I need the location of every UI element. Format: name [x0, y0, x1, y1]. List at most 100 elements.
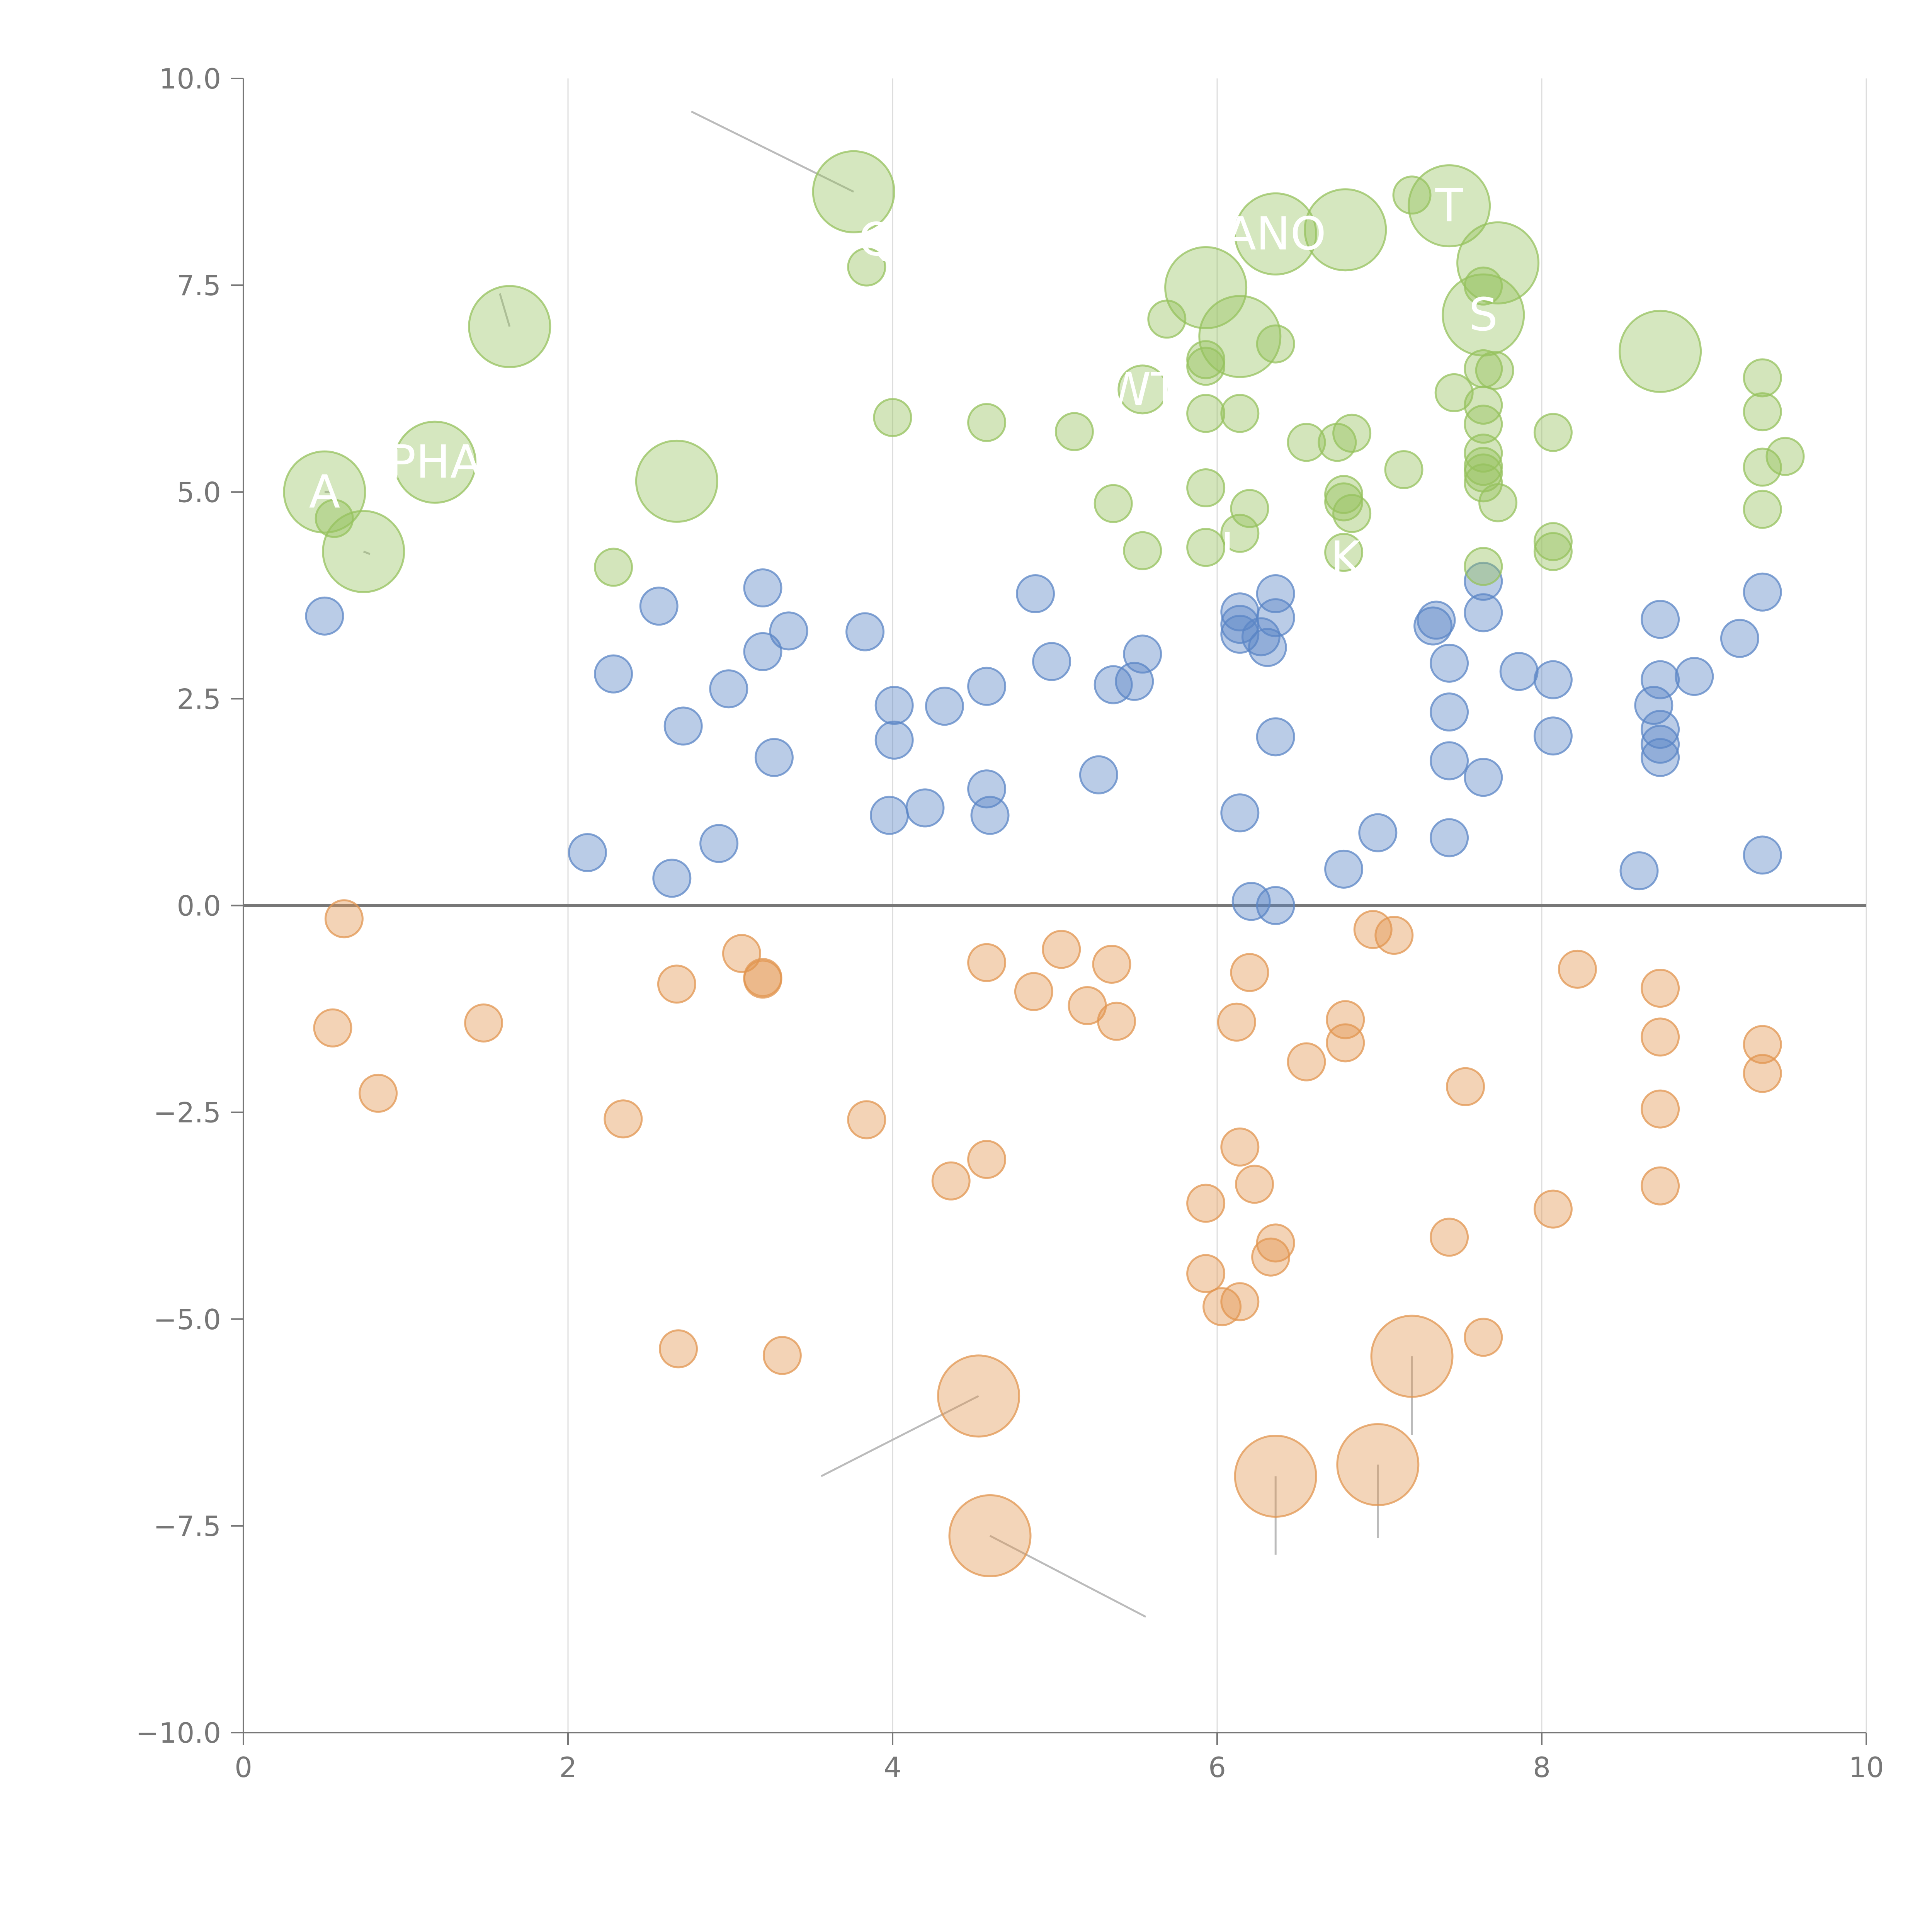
blue-data-point — [1641, 724, 1680, 764]
green-data-point — [1123, 531, 1162, 570]
orange-data-point — [659, 1329, 698, 1369]
green-big-13-label: S — [1469, 288, 1498, 341]
blue-data-point — [568, 833, 607, 872]
blue-data-point — [663, 706, 703, 746]
y-tick-label: 2.5 — [177, 683, 221, 715]
orange-data-point — [1220, 1128, 1260, 1167]
green-data-point — [594, 548, 633, 587]
blue-data-point — [699, 824, 739, 863]
y-tick-label: −5.0 — [153, 1303, 221, 1336]
green-big-9-point — [1234, 192, 1317, 276]
orange-data-point — [743, 959, 782, 999]
green-big-12-point — [1456, 221, 1540, 304]
green-big-5-leader-line — [363, 551, 371, 555]
orange-data-point — [1641, 1017, 1680, 1057]
x-tick-label: 8 — [1533, 1751, 1551, 1784]
blue-data-point — [845, 612, 885, 651]
x-tick-label: 0 — [235, 1751, 252, 1784]
green-data-point — [1464, 405, 1503, 444]
green-data-point — [1533, 413, 1573, 452]
blue-data-point — [1358, 813, 1398, 852]
green-big-4-point — [393, 420, 477, 504]
blue-data-point — [1430, 741, 1469, 781]
green-data-point — [1230, 489, 1269, 528]
blue-data-point — [1231, 882, 1271, 921]
orange-data-point — [1092, 944, 1131, 984]
green-data-point — [873, 398, 912, 437]
orange-data-point — [1042, 930, 1081, 969]
blue-data-point — [1016, 574, 1055, 614]
blue-data-point — [1123, 634, 1162, 674]
x-tick-label: 10 — [1849, 1751, 1884, 1784]
orange-big-4-point — [1336, 1423, 1420, 1506]
orange-big-1-point — [937, 1354, 1020, 1438]
green-big-14-point — [1619, 310, 1702, 393]
label-l: L — [1221, 523, 1246, 576]
green-data-point — [847, 247, 886, 287]
green-mid-1-label: WT — [1106, 362, 1179, 416]
green-data-point — [1186, 468, 1226, 508]
blue-data-point — [874, 685, 914, 725]
green-data-point — [1220, 394, 1260, 433]
orange-big-3-point — [1234, 1434, 1317, 1518]
blue-data-point — [1248, 628, 1287, 667]
x-tick-label: 6 — [1208, 1751, 1226, 1784]
y-tick-label: −10.0 — [136, 1717, 221, 1749]
blue-data-point — [874, 720, 914, 760]
blue-data-point — [1533, 716, 1573, 756]
label-q: Q — [859, 213, 895, 266]
orange-data-point — [1464, 1318, 1503, 1357]
green-data-point — [1478, 483, 1518, 522]
green-data-point — [1765, 437, 1805, 476]
orange-data-point — [1641, 1166, 1680, 1206]
green-data-point — [1743, 447, 1782, 487]
orange-data-point — [1235, 1165, 1274, 1204]
blue-data-point — [1464, 593, 1503, 633]
blue-data-point — [1464, 561, 1503, 601]
y-tick-label: 5.0 — [177, 476, 221, 509]
green-big-3-point — [283, 450, 366, 534]
blue-data-point — [754, 738, 794, 777]
green-big-1-leader-line — [691, 111, 854, 193]
y-tick-label: 10.0 — [159, 63, 221, 95]
orange-data-point — [657, 964, 696, 1004]
blue-data-point — [639, 587, 679, 626]
blue-data-point — [709, 669, 748, 709]
orange-data-point — [1326, 1000, 1365, 1039]
green-data-point — [1324, 533, 1364, 572]
blue-data-point — [305, 596, 344, 636]
orange-data-point — [1743, 1025, 1782, 1064]
green-data-point — [1533, 532, 1573, 571]
orange-data-point — [762, 1336, 802, 1375]
data-points — [283, 150, 1805, 1578]
green-mid-1-point — [1117, 364, 1168, 415]
orange-data-point — [1446, 1067, 1485, 1106]
orange-data-point — [1256, 1223, 1295, 1263]
green-big-1-point — [812, 150, 895, 233]
blue-data-point — [1720, 619, 1759, 658]
orange-data-point — [1251, 1237, 1291, 1277]
green-big-2-leader-line — [499, 293, 511, 327]
green-data-point — [1392, 175, 1432, 215]
green-big-11-point — [1408, 164, 1491, 248]
orange-data-point — [1230, 953, 1269, 992]
blue-data-point — [1079, 755, 1118, 794]
green-big-3-label: A — [309, 465, 340, 518]
y-tick-label: −7.5 — [153, 1510, 221, 1543]
blue-data-point — [743, 568, 782, 608]
green-data-point — [1743, 358, 1782, 398]
blue-data-point — [1430, 818, 1469, 857]
blue-data-point — [1220, 793, 1260, 833]
orange-data-point — [1641, 969, 1680, 1008]
orange-data-point — [967, 1140, 1007, 1179]
blue-data-point — [1641, 710, 1680, 749]
orange-data-point — [1533, 1189, 1573, 1229]
blue-data-point — [1324, 849, 1364, 889]
green-big-6-point — [635, 439, 718, 523]
blue-data-point — [1743, 835, 1782, 875]
orange-data-point — [1558, 949, 1597, 989]
y-tick-label: −2.5 — [153, 1097, 221, 1129]
green-big-5-point — [322, 510, 405, 593]
green-data-point — [1434, 373, 1474, 412]
